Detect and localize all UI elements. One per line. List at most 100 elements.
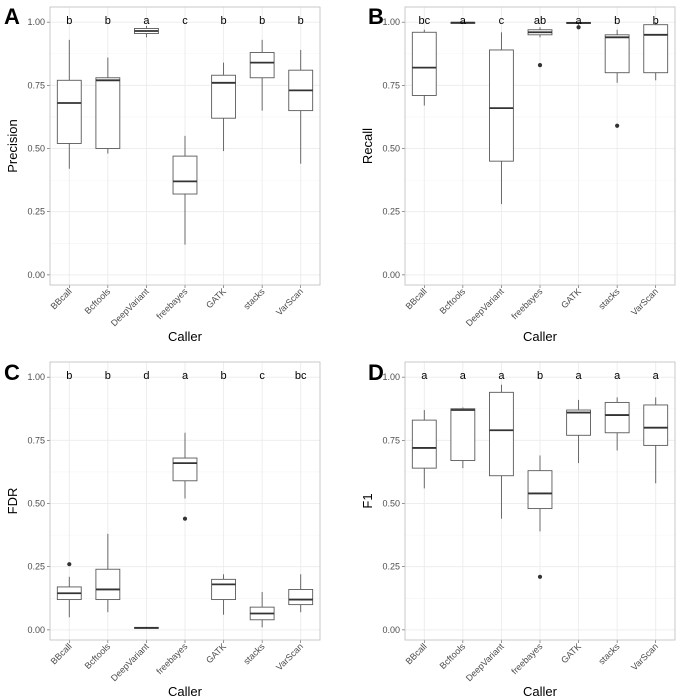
- outlier-point: [576, 25, 581, 30]
- panel-fdr: C 0.00 0.25 0.50 0.75 1.00 b BBcall b Bcftools d De…: [4, 360, 321, 696]
- box-deepvariant: [489, 384, 514, 519]
- panel-f1: D 0.00 0.25 0.50 0.75 1.00 a BBcall a Bcftools a De…: [360, 360, 676, 696]
- significance-label: a: [498, 370, 505, 382]
- y-tick-label: 1.00: [382, 372, 400, 382]
- significance-label: b: [221, 370, 227, 382]
- box-iqr: [249, 52, 275, 79]
- x-tick-label: BBcall: [404, 641, 429, 666]
- x-tick-label: VarScan: [274, 286, 305, 317]
- x-tick-label: VarScan: [629, 641, 660, 672]
- y-tick-label: 0.50: [382, 499, 400, 509]
- box-freebayes: [172, 432, 198, 521]
- panel-border: [49, 361, 321, 641]
- x-tick-label: GATK: [559, 641, 583, 665]
- box-iqr: [604, 401, 630, 434]
- significance-label: b: [653, 15, 659, 27]
- y-tick-label: 0.25: [382, 562, 400, 572]
- panel-letter: C: [4, 360, 20, 385]
- y-tick-label: 0.75: [382, 435, 400, 445]
- significance-label: b: [537, 370, 543, 382]
- box-iqr: [604, 34, 630, 74]
- box-bcftools: [95, 533, 121, 613]
- y-tick-label: 1.00: [382, 17, 400, 27]
- significance-label: c: [259, 370, 265, 382]
- box-deepvariant: [489, 32, 514, 205]
- x-tick-label: GATK: [204, 286, 228, 310]
- significance-label: a: [576, 15, 583, 27]
- significance-label: b: [298, 15, 304, 27]
- x-tick-label: stacks: [596, 641, 621, 666]
- outlier-point: [615, 123, 620, 128]
- box-bcftools: [450, 407, 476, 469]
- box-iqr: [288, 589, 314, 606]
- outlier-point: [537, 574, 543, 579]
- outlier-point: [182, 516, 188, 521]
- x-tick-label: freebayes: [154, 286, 189, 321]
- box-stacks: [604, 397, 630, 451]
- y-tick-label: 0.00: [27, 270, 45, 280]
- box-bcftools: [95, 57, 121, 154]
- panel-precision: A 0.00 0.25 0.50 0.75 1.00 b BBcall b Bcftools a De…: [4, 4, 321, 344]
- box-bbcall: [411, 410, 437, 489]
- x-tick-label: stacks: [241, 286, 266, 311]
- x-tick-label: Bcftools: [438, 286, 468, 316]
- y-axis-title: F1: [360, 493, 375, 508]
- box-iqr: [643, 24, 669, 74]
- box-iqr: [489, 49, 514, 162]
- box-iqr: [95, 568, 121, 601]
- x-tick-label: Bcftools: [438, 641, 468, 671]
- box-varscan: [643, 22, 669, 81]
- x-tick-label: Bcftools: [83, 286, 113, 316]
- x-tick-label: DeepVariant: [109, 286, 151, 328]
- x-tick-label: freebayes: [154, 641, 189, 676]
- y-tick-label: 1.00: [27, 17, 45, 27]
- box-stacks: [249, 39, 275, 111]
- significance-label: b: [614, 15, 620, 27]
- x-axis-title: Caller: [523, 684, 558, 696]
- significance-label: b: [66, 370, 72, 382]
- box-iqr: [566, 409, 591, 436]
- box-gatk: [566, 399, 591, 464]
- box-gatk: [211, 62, 236, 152]
- significance-label: a: [614, 370, 621, 382]
- box-deepvariant: [134, 626, 159, 629]
- box-iqr: [172, 155, 198, 195]
- y-tick-label: 0.00: [382, 270, 400, 280]
- y-tick-label: 0.50: [27, 144, 45, 154]
- significance-label: a: [143, 15, 150, 27]
- y-tick-label: 0.00: [27, 625, 45, 635]
- significance-label: bc: [295, 370, 307, 382]
- box-iqr: [211, 578, 236, 601]
- significance-label: a: [460, 15, 467, 27]
- y-tick-label: 0.75: [27, 435, 45, 445]
- significance-label: a: [460, 370, 467, 382]
- x-tick-label: BBcall: [49, 286, 74, 311]
- box-iqr: [527, 470, 553, 510]
- significance-label: b: [66, 15, 72, 27]
- panel-border: [49, 6, 321, 286]
- x-tick-label: DeepVariant: [464, 286, 506, 328]
- y-axis-title: Recall: [360, 128, 375, 164]
- significance-label: a: [421, 370, 428, 382]
- x-axis-title: Caller: [168, 684, 203, 696]
- box-freebayes: [527, 27, 553, 68]
- box-stacks: [249, 591, 275, 628]
- box-bbcall: [56, 562, 82, 618]
- y-axis-title: FDR: [5, 488, 20, 515]
- box-gatk: [566, 21, 591, 30]
- x-tick-label: VarScan: [629, 286, 660, 317]
- x-tick-label: GATK: [559, 286, 583, 310]
- box-iqr: [211, 74, 236, 119]
- y-tick-label: 1.00: [27, 372, 45, 382]
- x-axis-title: Caller: [523, 329, 558, 344]
- y-tick-label: 0.00: [382, 625, 400, 635]
- y-tick-label: 0.75: [382, 80, 400, 90]
- significance-label: c: [182, 15, 188, 27]
- significance-label: b: [105, 15, 111, 27]
- significance-label: a: [182, 370, 189, 382]
- significance-label: c: [499, 15, 505, 27]
- y-tick-label: 0.25: [382, 207, 400, 217]
- box-freebayes: [527, 455, 553, 579]
- y-tick-label: 0.25: [27, 207, 45, 217]
